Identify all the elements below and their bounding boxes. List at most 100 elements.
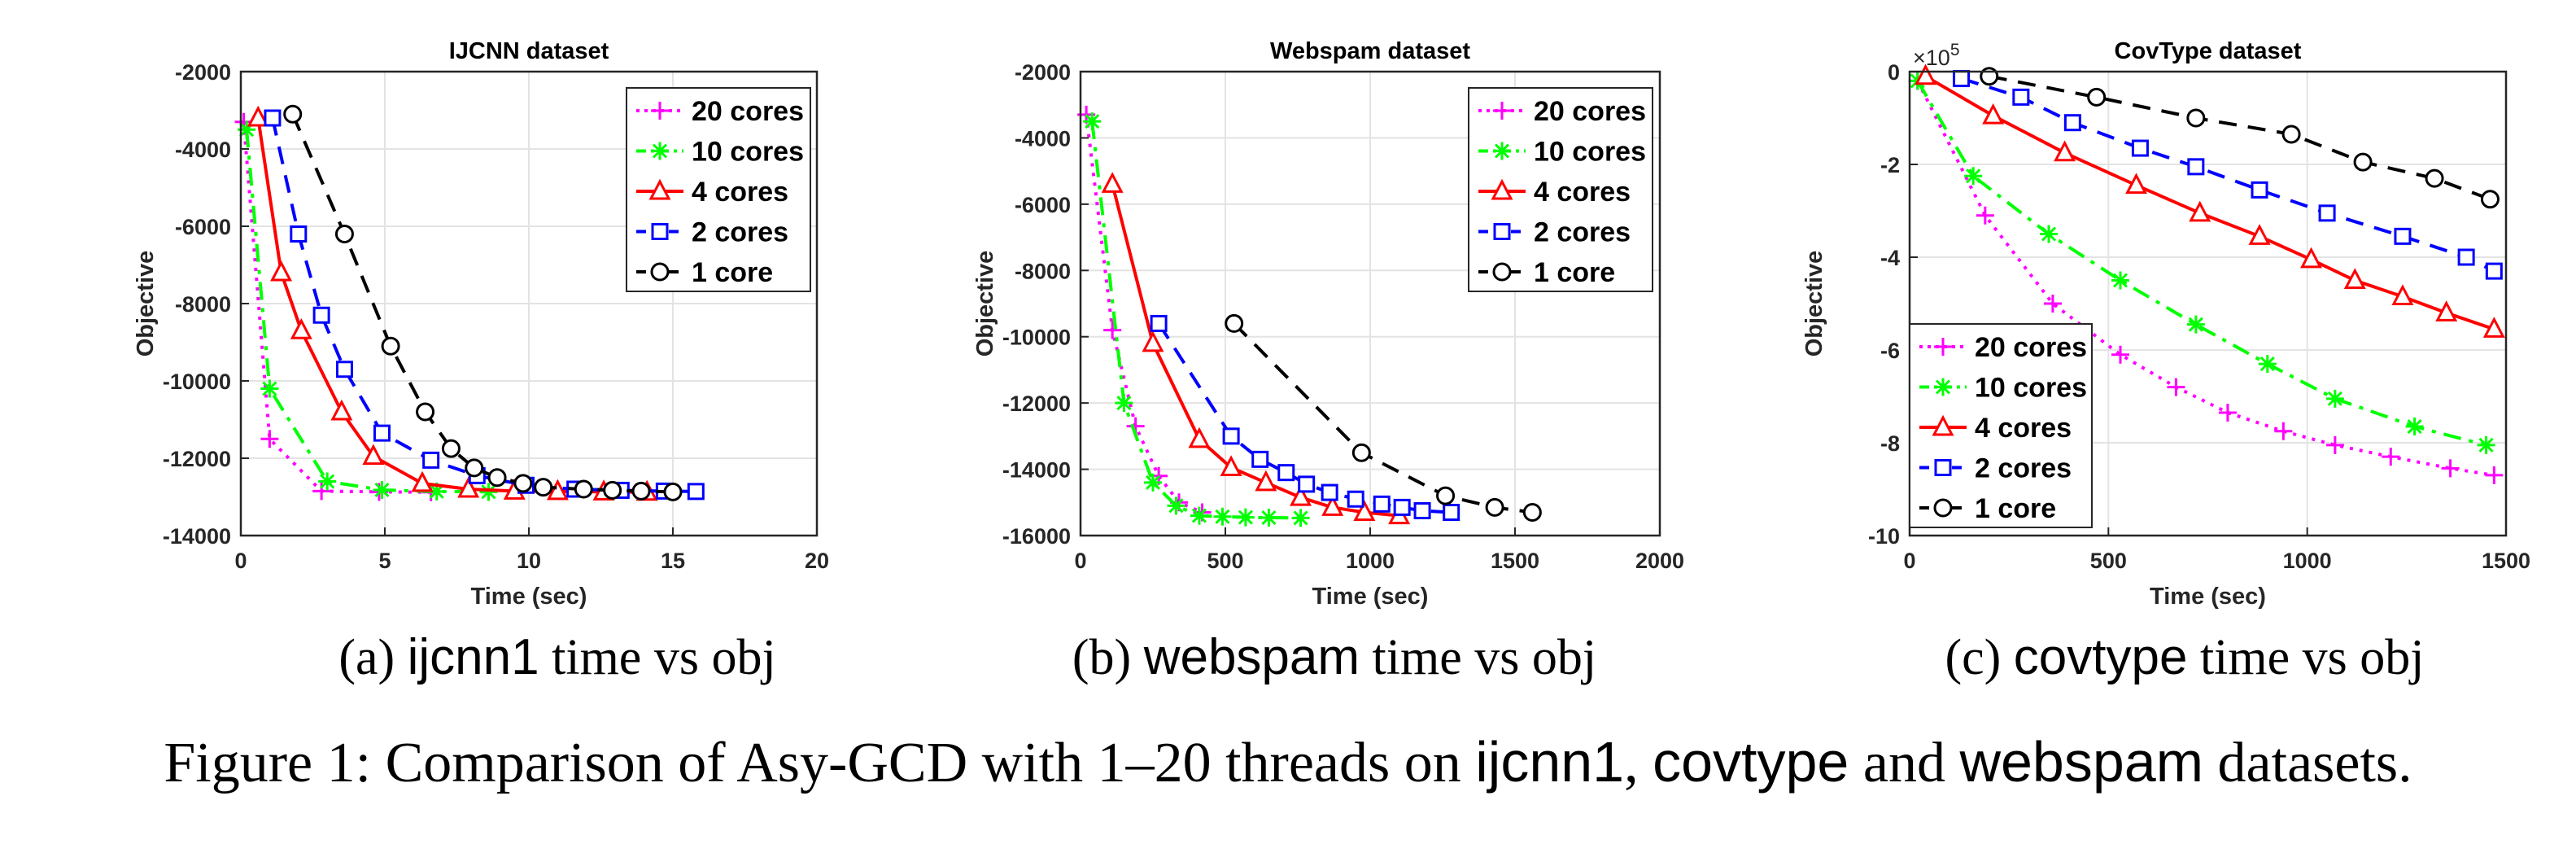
- y-tick-label: -8000: [175, 292, 231, 317]
- legend-item: 20 cores: [1919, 332, 2087, 363]
- series-line: [1085, 114, 1203, 514]
- data-point-marker: [1225, 313, 1244, 333]
- data-point-marker: [2248, 224, 2271, 245]
- data-point-marker: [1980, 67, 1999, 86]
- data-point-marker: [373, 480, 391, 499]
- legend-marker: [1493, 102, 1511, 120]
- chart-title: IJCNN dataset: [449, 38, 609, 64]
- data-point-marker: [373, 424, 391, 442]
- y-axis-label: Objective: [972, 251, 998, 357]
- exponent-power: 5: [1950, 41, 1960, 59]
- legend-label: 20 cores: [1534, 96, 1646, 127]
- x-tick-label: 2000: [1635, 549, 1684, 573]
- legend-marker: [1491, 178, 1513, 200]
- x-tick-label: 1500: [1491, 549, 1539, 573]
- legend-label: 2 cores: [692, 217, 788, 248]
- legend-item: 4 cores: [1478, 177, 1631, 208]
- data-point-marker: [1101, 172, 1124, 193]
- data-point-marker: [318, 472, 337, 491]
- data-point-marker: [2111, 345, 2129, 364]
- data-point-marker: [1144, 473, 1162, 492]
- legend-label: 4 cores: [692, 177, 788, 208]
- y-tick-label: -12000: [1002, 391, 1071, 416]
- data-point-marker: [1347, 490, 1364, 508]
- data-point-marker: [247, 105, 269, 127]
- legend-item: 2 cores: [1919, 453, 2072, 484]
- data-point-marker: [2394, 227, 2412, 245]
- figure-caption-sep-1: ,: [1624, 732, 1653, 794]
- legend-marker: [1934, 459, 1952, 476]
- legend-label: 1 core: [1534, 257, 1615, 288]
- data-point-marker: [2274, 422, 2293, 440]
- x-tick-label: 0: [1074, 549, 1086, 573]
- x-tick-label: 1000: [2283, 549, 2332, 573]
- data-point-marker: [312, 306, 330, 324]
- legend-marker: [651, 223, 669, 240]
- data-point-marker: [2167, 378, 2185, 396]
- data-point-marker: [2189, 200, 2211, 222]
- legend-item: 1 core: [636, 257, 773, 288]
- legend-item: 20 cores: [1478, 96, 1646, 127]
- data-point-marker: [330, 399, 353, 421]
- data-point-marker: [1251, 450, 1269, 468]
- legend-item: 2 cores: [636, 217, 788, 248]
- data-point-marker: [1915, 63, 1937, 85]
- data-point-marker: [441, 439, 461, 458]
- x-tick-label: 5: [378, 549, 391, 573]
- series-10-cores: [1083, 112, 1310, 527]
- legend-item: 2 cores: [1478, 217, 1631, 248]
- data-point-marker: [574, 479, 593, 499]
- data-point-marker: [2281, 125, 2301, 144]
- x-tick-label: 1000: [1346, 549, 1395, 573]
- data-point-marker: [2258, 355, 2277, 374]
- data-point-marker: [2054, 140, 2076, 162]
- data-point-marker: [1213, 507, 1232, 526]
- data-point-marker: [2343, 268, 2366, 289]
- subcaption-c-suffix: time vs obj: [2187, 630, 2425, 685]
- data-point-marker: [1953, 70, 1971, 88]
- series-1-core: [1980, 67, 2500, 209]
- y-tick-label: -2000: [175, 60, 231, 85]
- data-point-marker: [2457, 248, 2475, 266]
- data-point-marker: [1167, 496, 1185, 515]
- data-point-marker: [513, 474, 533, 493]
- x-tick-label: 15: [661, 549, 685, 573]
- y-tick-label: -12000: [163, 447, 231, 471]
- legend-item: 1 core: [1919, 493, 2056, 524]
- legend-label: 10 cores: [1534, 137, 1646, 168]
- data-point-marker: [1436, 486, 1456, 505]
- series-1-core: [283, 104, 683, 501]
- chart-title: Webspam dataset: [1270, 38, 1470, 64]
- data-point-marker: [2040, 225, 2059, 243]
- series-line: [1916, 80, 2487, 447]
- legend-marker: [650, 262, 670, 282]
- figure-caption-sep-2: and: [1849, 732, 1960, 794]
- chart-title: CovType dataset: [2115, 38, 2302, 64]
- data-point-marker: [1115, 394, 1133, 413]
- legend-label: 2 cores: [1975, 453, 2072, 484]
- x-tick-label: 500: [2090, 549, 2127, 573]
- data-point-marker: [603, 480, 622, 500]
- data-point-marker: [270, 260, 293, 282]
- series-2-cores: [1150, 314, 1460, 521]
- data-point-marker: [2043, 295, 2062, 313]
- data-point-marker: [1083, 112, 1102, 131]
- data-point-marker: [1351, 443, 1371, 462]
- chart-3: 0 500 1000 1500 -10 -8 -6 -4 -2 0 ×105 CovType data…: [1801, 38, 2530, 610]
- legend-marker: [1492, 262, 1512, 282]
- legend-label: 1 core: [692, 257, 773, 288]
- subcaption-a-suffix: time vs obj: [539, 630, 776, 685]
- data-point-marker: [411, 470, 434, 492]
- y-tick-label: -8000: [1015, 259, 1071, 283]
- subcaption-b: (b) webspam time vs obj: [928, 628, 1741, 687]
- data-point-marker: [2485, 262, 2503, 280]
- data-point-marker: [2482, 317, 2505, 338]
- data-point-marker: [283, 104, 303, 124]
- legend-label: 4 cores: [1534, 177, 1631, 208]
- data-point-marker: [2186, 315, 2205, 334]
- legend-label: 20 cores: [1975, 332, 2087, 363]
- legend: 20 cores 10 cores 4 cores 2 cores 1 core: [626, 87, 811, 292]
- subcaption-b-prefix: (b): [1072, 630, 1144, 685]
- y-tick-label: -6: [1880, 339, 1900, 363]
- subcaption-c-prefix: (c): [1945, 630, 2014, 685]
